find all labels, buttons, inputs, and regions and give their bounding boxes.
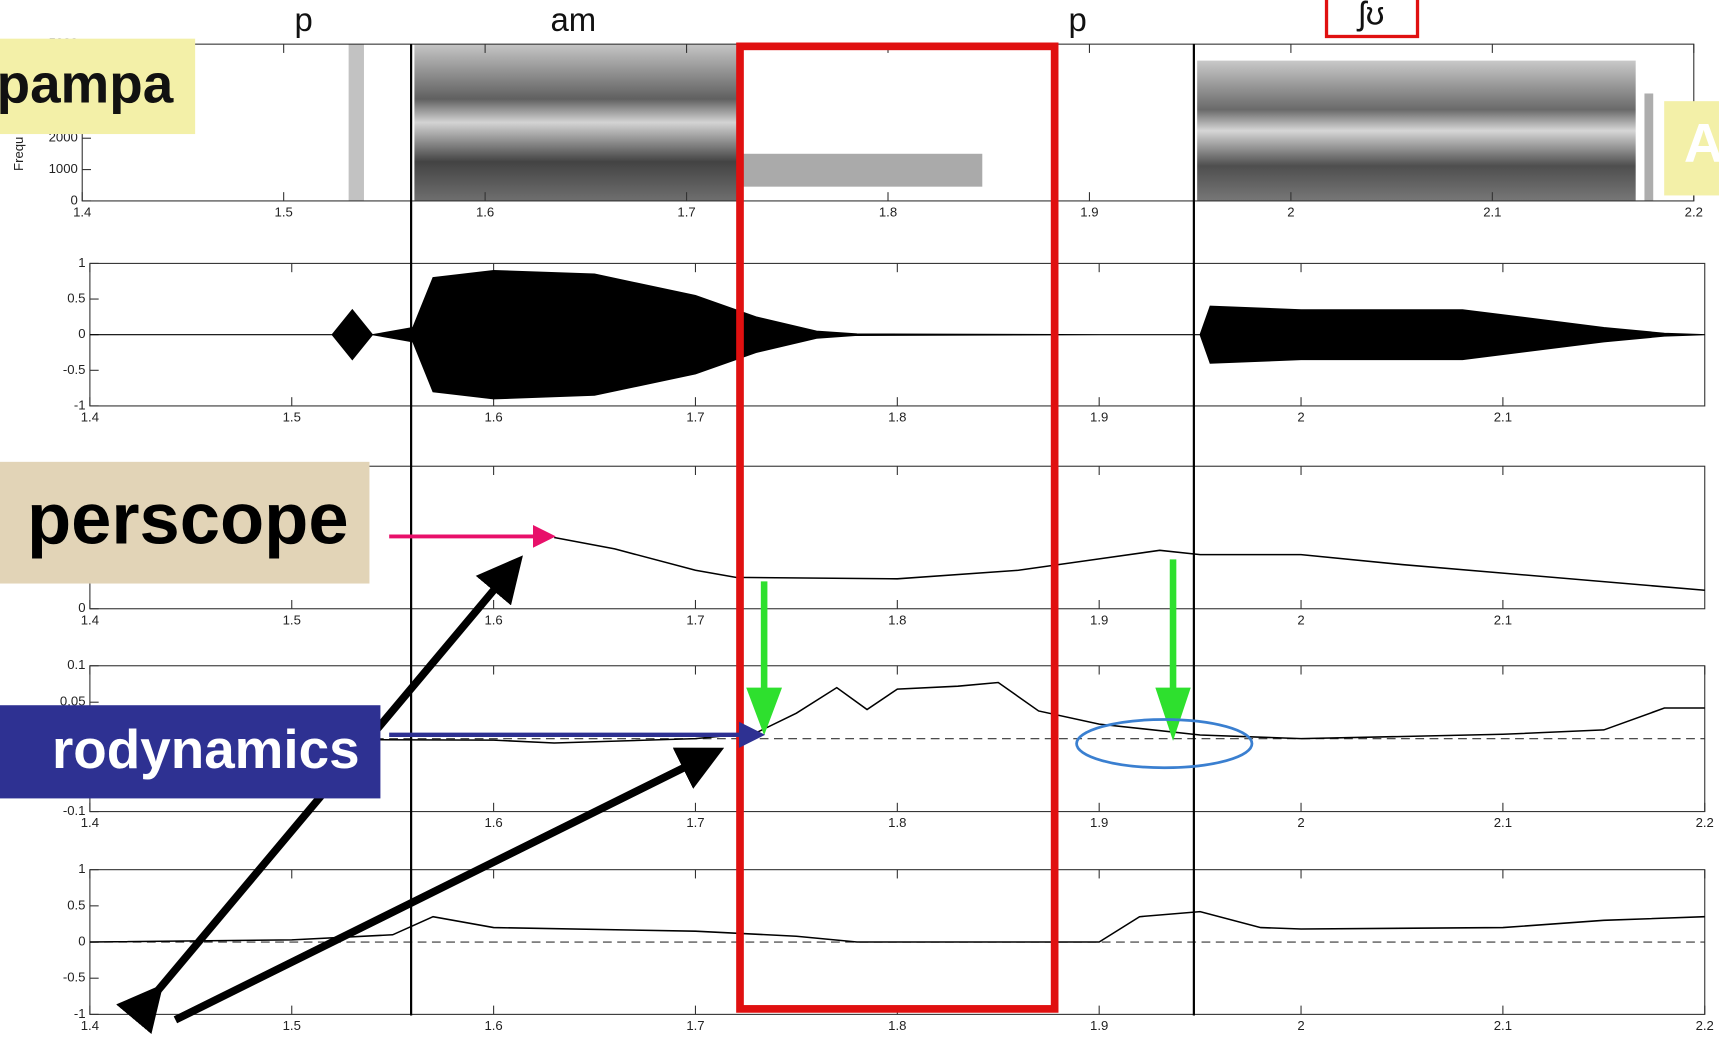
x-tick-label: 2	[1287, 204, 1294, 219]
y-tick-label: 0.5	[67, 897, 85, 912]
x-tick-label: 2.1	[1494, 815, 1512, 830]
x-tick-label: 1.4	[81, 409, 99, 424]
y-tick-label: -0.5	[63, 362, 86, 377]
y-tick-label: 0	[78, 326, 85, 341]
x-tick-label: 1.8	[888, 815, 906, 830]
y-tick-label: 0	[78, 600, 85, 615]
x-tick-label: 2.2	[1696, 815, 1714, 830]
x-tick-label: 2.1	[1494, 612, 1512, 627]
x-tick-label: 1.7	[686, 1018, 704, 1033]
data-line	[554, 536, 1705, 591]
y-tick-label: -0.1	[63, 803, 86, 818]
waveform	[89, 269, 1705, 400]
y-tick-label: 0.05	[60, 694, 86, 709]
green-arrow	[1155, 559, 1191, 741]
x-tick-label: 1.8	[888, 612, 906, 627]
y-tick-label: 0	[78, 933, 85, 948]
y-tick-label: 1	[78, 255, 85, 270]
x-tick-label: 2.1	[1494, 409, 1512, 424]
x-tick-label: 1.7	[686, 612, 704, 627]
x-tick-label: 1.9	[1090, 815, 1108, 830]
x-tick-label: 1.9	[1090, 409, 1108, 424]
data-line	[89, 910, 1705, 943]
x-tick-label: 1.5	[283, 1018, 301, 1033]
x-tick-label: 2	[1297, 1018, 1304, 1033]
label: perscope	[27, 479, 349, 559]
x-tick-label: 1.9	[1090, 612, 1108, 627]
spectrogram-image	[348, 44, 1654, 201]
y-tick-label: 0.1	[67, 657, 85, 672]
x-tick-label: 1.7	[686, 409, 704, 424]
label-box	[0, 38, 196, 135]
x-tick-label: 1.5	[283, 409, 301, 424]
x-tick-label: 1.6	[484, 1018, 502, 1033]
x-tick-label: 1.7	[686, 815, 704, 830]
label: A	[1684, 112, 1719, 174]
highlight-box	[736, 42, 1059, 1013]
x-tick-label: 2	[1297, 815, 1304, 830]
y-tick-label: -0.5	[63, 970, 86, 985]
x-tick-label: 1.9	[1080, 204, 1098, 219]
ellipse	[1075, 718, 1254, 770]
x-tick-label: 2.2	[1696, 1018, 1714, 1033]
phoneme: p	[295, 1, 313, 38]
x-tick-label: 1.8	[888, 1018, 906, 1033]
x-tick-label: 2.1	[1494, 1018, 1512, 1033]
x-tick-label: 2.1	[1483, 204, 1501, 219]
data-line	[89, 681, 1705, 744]
x-tick-label: 1.9	[1090, 1018, 1108, 1033]
phoneme: p	[1069, 1, 1087, 38]
y-tick-label: 0.5	[67, 291, 85, 306]
x-tick-label: 2	[1297, 612, 1304, 627]
x-tick-label: 1.8	[879, 204, 897, 219]
x-tick-label: 1.8	[888, 409, 906, 424]
x-tick-label: 1.6	[476, 204, 494, 219]
phoneme: ʃʊ	[1356, 0, 1384, 31]
label: rodynamics	[52, 718, 360, 780]
x-tick-label: 1.4	[81, 815, 99, 830]
y-tick-label: 1000	[49, 161, 78, 176]
x-tick-label: 2.2	[1685, 204, 1703, 219]
x-tick-label: 1.4	[81, 612, 99, 627]
x-tick-label: 1.4	[81, 1018, 99, 1033]
y-tick-label: -1	[74, 1006, 86, 1021]
y-axis-label: Frequ	[11, 137, 26, 171]
x-tick-label: 1.6	[484, 612, 502, 627]
x-tick-label: 1.5	[275, 204, 293, 219]
label: pampa	[0, 52, 174, 114]
x-tick-label: 1.5	[283, 612, 301, 627]
y-tick-label: 0	[71, 192, 78, 207]
green-arrow	[746, 581, 783, 736]
x-tick-label: 1.7	[677, 204, 695, 219]
y-tick-label: -1	[74, 397, 86, 412]
x-tick-label: 1.6	[484, 409, 502, 424]
x-tick-label: 1.6	[484, 815, 502, 830]
phoneme: am	[551, 1, 597, 38]
x-tick-label: 1.4	[73, 204, 91, 219]
label-box	[1664, 101, 1719, 196]
label-box	[0, 705, 381, 799]
x-tick-label: 2	[1297, 409, 1304, 424]
y-tick-label: 1	[78, 861, 85, 876]
label-box	[0, 461, 370, 584]
phoneme-box	[1324, 0, 1420, 39]
